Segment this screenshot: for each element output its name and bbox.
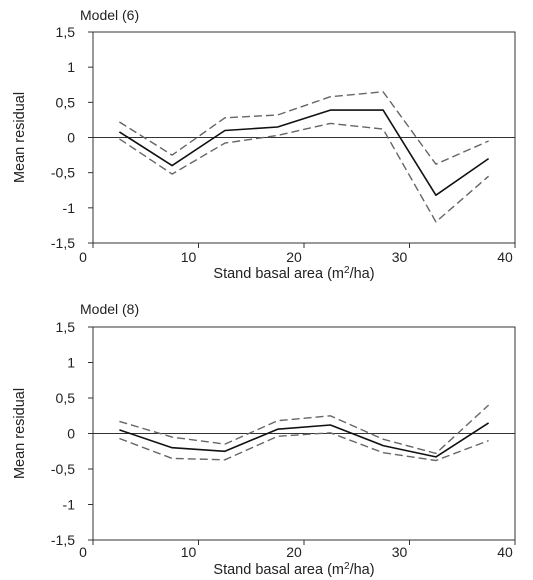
y-tick-label: 1,5 xyxy=(56,24,76,40)
series-bound-line-1 xyxy=(119,404,490,455)
y-tick-label: 1,5 xyxy=(56,319,76,335)
y-tick-label: -0,5 xyxy=(51,165,75,181)
panel-model-8: Model (8)1,510,50-0,5-1-1,50 10 20 30 40Stan… xyxy=(12,301,516,579)
x-tick-label: 30 xyxy=(392,249,408,265)
y-axis-title: Mean residual xyxy=(12,92,28,183)
y-tick-label: -1,5 xyxy=(51,235,75,251)
y-tick-label: 0 xyxy=(67,130,75,146)
chart-title: Model (8) xyxy=(80,301,139,317)
y-tick-label: 1 xyxy=(67,355,75,371)
series-mean-line xyxy=(118,109,490,196)
y-tick-label: 0,5 xyxy=(56,94,76,110)
y-tick-label: -0,5 xyxy=(51,461,75,477)
x-tick-label: 30 xyxy=(392,544,408,560)
chart-title: Model (6) xyxy=(80,7,139,23)
x-axis-title: Stand basal area (m2/ha) xyxy=(213,561,374,579)
x-tick-label: 0 xyxy=(79,544,87,560)
panel-model-6: Model (6)1,510,50-0,5-1-1,50 10 20 30 40Stan… xyxy=(12,7,516,283)
y-tick-label: 1 xyxy=(67,59,75,75)
x-tick-label: 10 xyxy=(181,544,197,560)
x-tick-label: 20 xyxy=(286,249,302,265)
y-tick-label: -1 xyxy=(63,497,76,513)
series-bound-line-2 xyxy=(119,122,490,223)
y-tick-label: 0,5 xyxy=(56,390,76,406)
x-axis-title: Stand basal area (m2/ha) xyxy=(213,265,374,283)
series-mean-line xyxy=(119,422,490,458)
x-tick-label: 0 xyxy=(79,249,87,265)
y-tick-label: -1 xyxy=(63,200,76,216)
x-tick-label: 40 xyxy=(497,249,513,265)
y-tick-label: -1,5 xyxy=(51,532,75,548)
y-axis-title: Mean residual xyxy=(12,388,28,479)
x-tick-label: 10 xyxy=(181,249,197,265)
series-bound-line-2 xyxy=(119,432,489,462)
x-tick-label: 40 xyxy=(497,544,513,560)
x-tick-label: 20 xyxy=(286,544,302,560)
series-bound-line-1 xyxy=(119,91,489,165)
y-tick-label: 0 xyxy=(67,426,75,442)
